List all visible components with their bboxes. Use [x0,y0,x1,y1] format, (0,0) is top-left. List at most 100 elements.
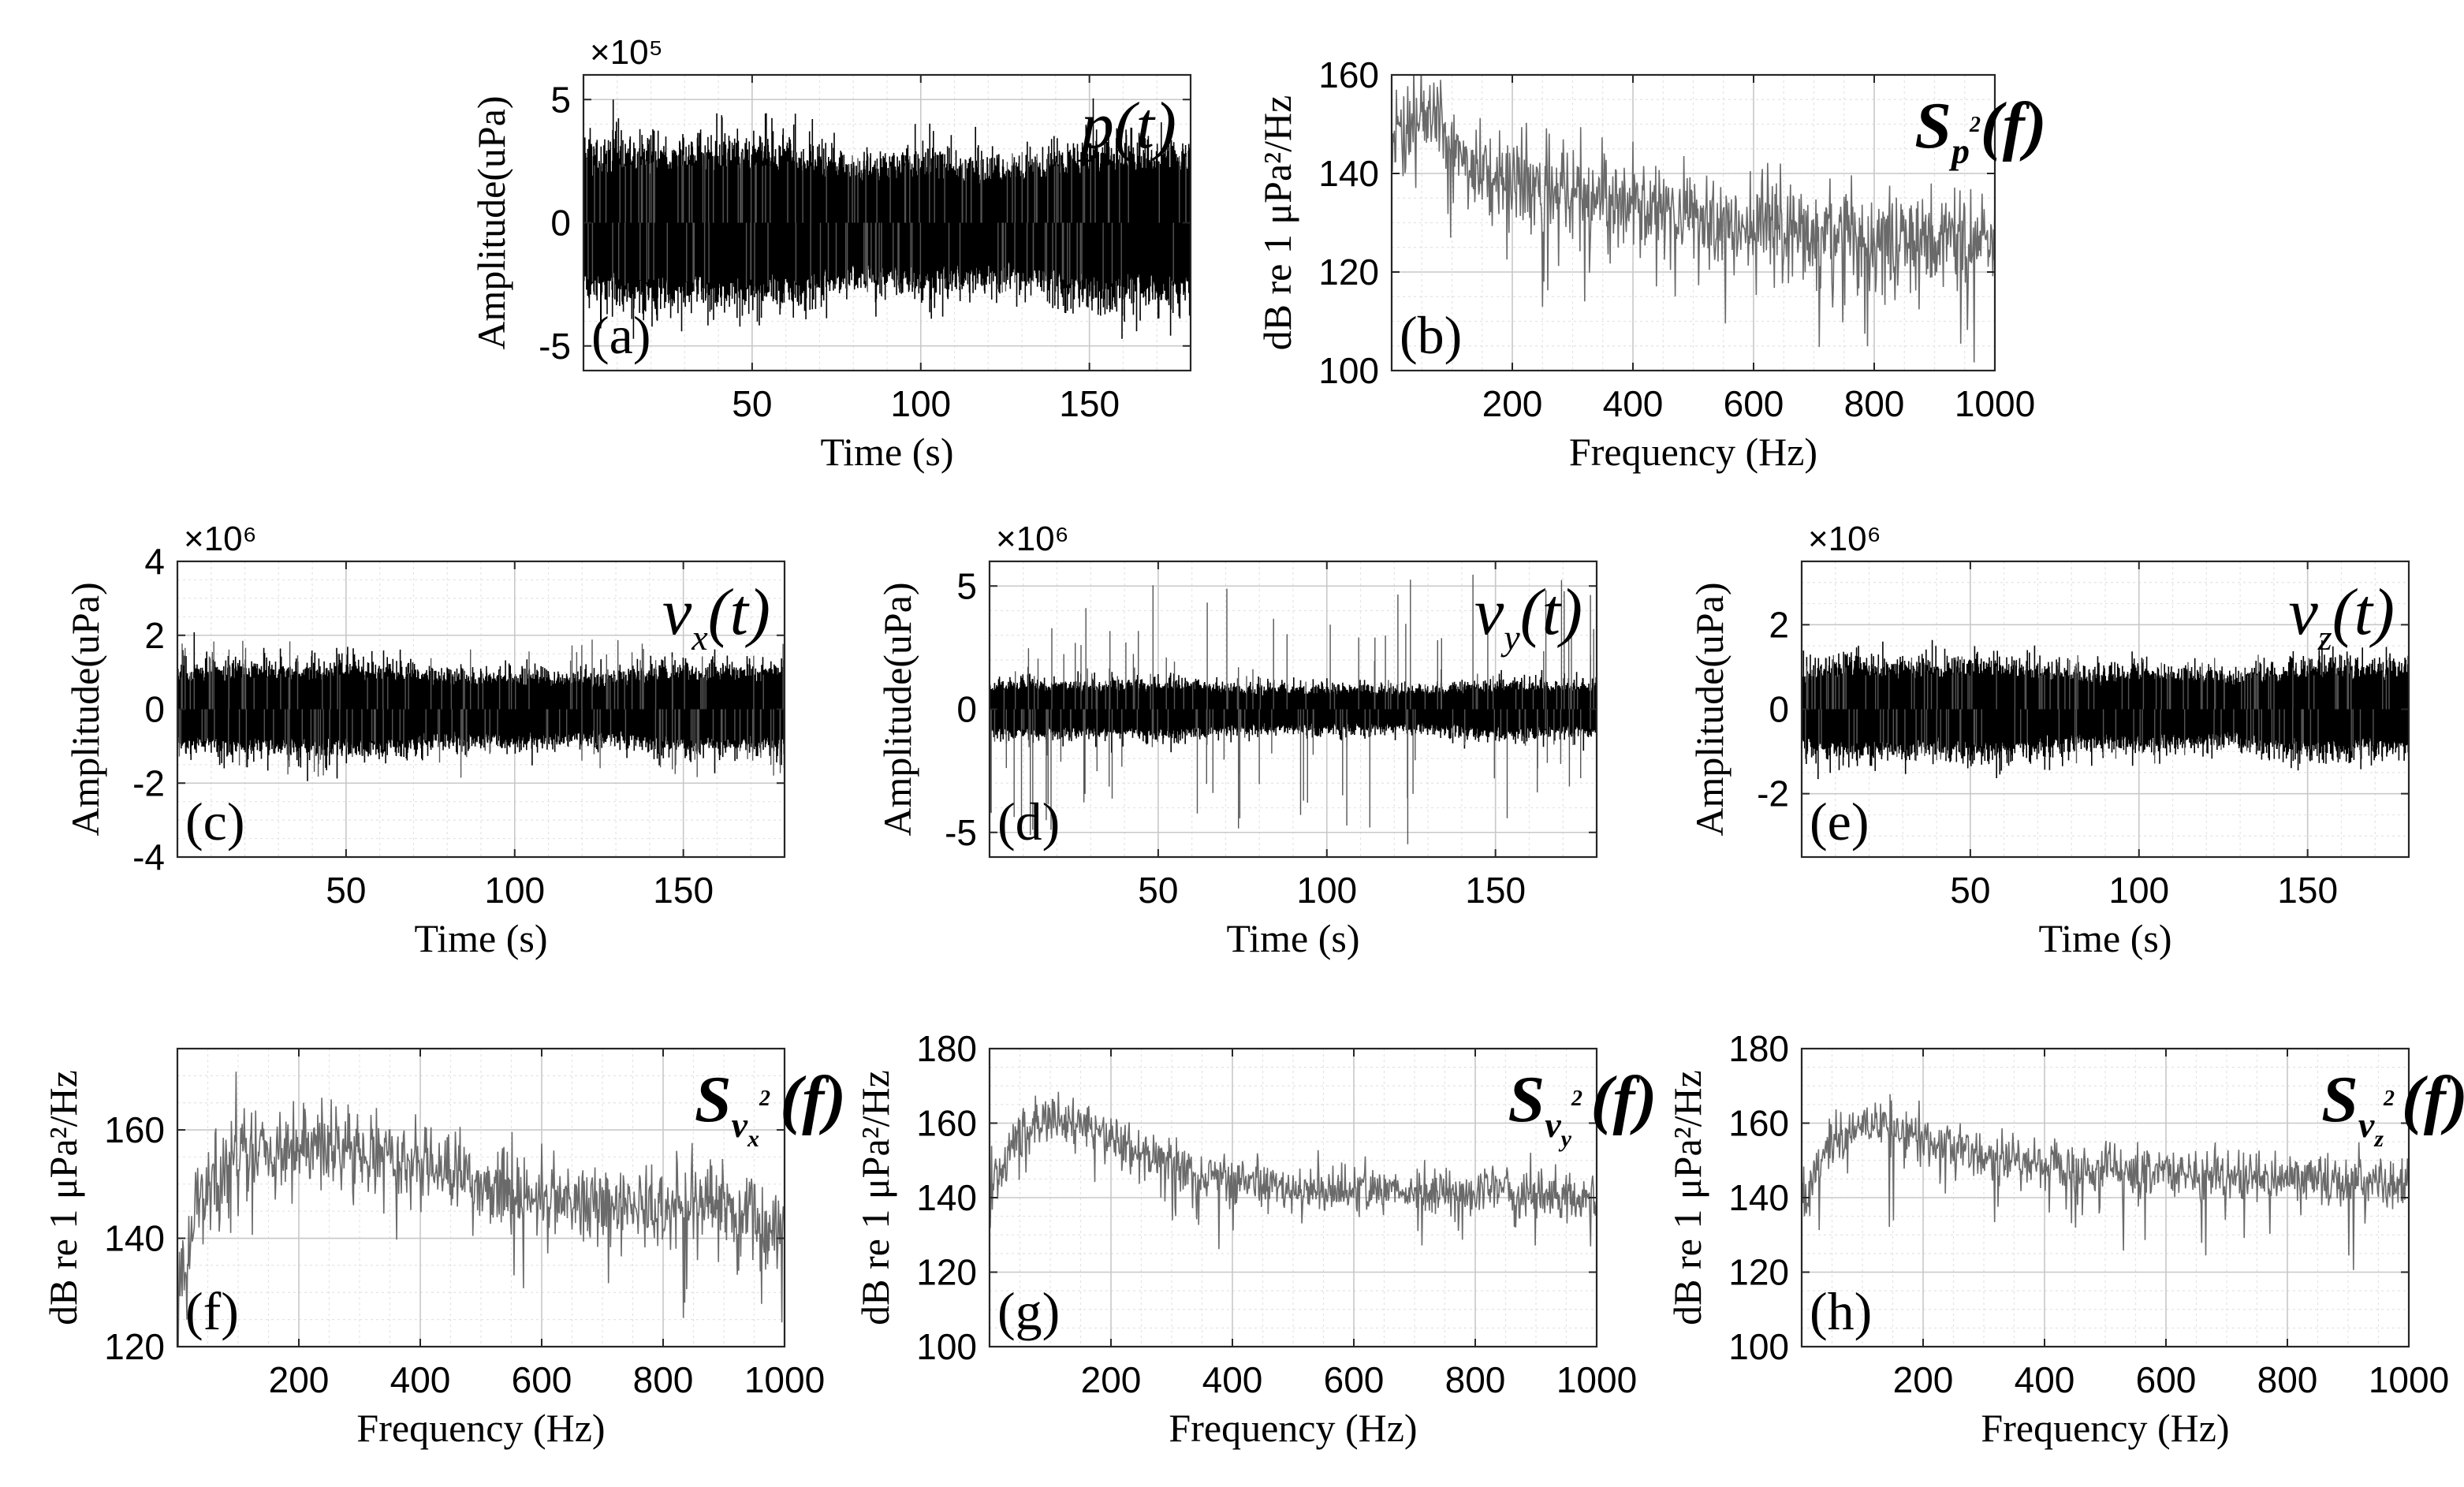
panel-f: 200 400 600 800 1000 120 140 160 Frequency (Hz) d… [41,1047,846,1450]
x-tick-label: 50 [326,870,366,911]
x-tick-label: 100 [484,870,545,911]
y-tick-label: 160 [1728,1103,1789,1144]
x-tick-label: 800 [1844,383,1905,424]
y-axis-label: dB re 1 μPa²/Hz [41,1070,85,1325]
y-tick-label: 120 [1318,252,1379,293]
x-tick-label: 200 [1081,1359,1142,1400]
y-tick-label: 140 [104,1218,165,1259]
y-tick-label: 160 [1318,54,1379,95]
y-axis-label: dB re 1 μPa²/Hz [1665,1070,1709,1325]
x-tick-label: 200 [269,1359,330,1400]
panel-title: vz(t) [2289,576,2395,658]
x-tick-label: 150 [1059,383,1120,424]
y-exponent: ×10⁶ [184,520,257,558]
y-tick-label: -5 [945,812,977,853]
y-tick-label: 100 [916,1326,977,1367]
y-tick-label: 2 [144,615,165,656]
y-exponent: ×10⁶ [1808,520,1881,558]
y-tick-label: 5 [956,565,977,606]
y-axis-label: Amplitude(uPa) [469,95,513,349]
y-tick-label: 160 [104,1109,165,1150]
x-tick-label: 400 [2015,1359,2075,1400]
y-tick-label: 180 [1728,1028,1789,1069]
axes-frame-f [176,1047,786,1348]
panel-g: 200 400 600 800 1000 100 120 140 160 180 Frequency… [853,1028,1657,1450]
axes-frame-b [1390,73,1996,372]
signal-spikes-d [990,574,1594,844]
panel-title: Svz2 (f) [2321,1063,2464,1152]
x-axis-label: Frequency (Hz) [1981,1406,2229,1450]
series-group-b [1392,75,1995,363]
signal-core-e [1802,690,2409,729]
spectrum-line-f [177,1071,785,1347]
y-tick-label: 100 [1728,1326,1789,1367]
x-tick-label: 600 [512,1359,572,1400]
x-tick-label: 1000 [2369,1359,2449,1400]
spectrum-line-h [1802,1094,2409,1270]
panel-label: (h) [1810,1281,1872,1341]
series-group-g [990,1091,1597,1250]
panel-title: vx(t) [662,576,770,658]
x-axis-label: Time (s) [2038,916,2171,960]
y-tick-label: 140 [1318,153,1379,194]
x-axis-label: Frequency (Hz) [356,1406,605,1450]
signal-spikes-e [1805,654,2390,764]
series-group-a [583,98,1191,339]
y-tick-label: 120 [916,1252,977,1293]
panel-d: 50 100 150 -5 0 5 ×10⁶ Time (s) Amplitude(uPa) (d… [875,520,1598,960]
x-tick-label: 100 [1296,870,1357,911]
x-tick-label: 150 [1465,870,1526,911]
y-tick-label: 5 [550,79,571,120]
x-tick-label: 600 [1324,1359,1385,1400]
x-tick-label: 50 [1138,870,1178,911]
y-tick-label: 2 [1769,604,1789,645]
y-tick-label: 100 [1318,350,1379,391]
x-tick-label: 150 [2277,870,2338,911]
signal-spikes-a [586,151,1187,293]
y-tick-label: 0 [956,689,977,730]
panel-e: 50 100 150 -2 0 2 ×10⁶ Time (s) Amplitude(uPa) (e… [1687,520,2410,960]
x-tick-label: 800 [633,1359,694,1400]
panel-label: (b) [1400,305,1462,365]
x-axis-label: Time (s) [820,430,953,474]
panel-label: (d) [997,792,1060,852]
y-axis-label: Amplitude(uPa) [63,582,107,836]
x-tick-label: 200 [1893,1359,1954,1400]
panel-c: 50 100 150 -4 -2 0 2 4 ×10⁶ Time (s) Amplitude(uPa… [63,520,786,960]
x-tick-label: 1000 [1955,383,2035,424]
x-tick-label: 400 [1603,383,1664,424]
x-tick-label: 50 [1950,870,1990,911]
signal-core-d [990,698,1597,721]
y-tick-label: 180 [916,1028,977,1069]
panel-label: (c) [185,792,244,852]
x-tick-label: 800 [1445,1359,1506,1400]
spectrum-line-b [1392,75,1995,363]
x-tick-label: 100 [2108,870,2169,911]
signal-spikes-c [178,639,785,778]
x-tick-label: 1000 [1556,1359,1637,1400]
y-tick-label: -2 [1757,773,1789,814]
y-tick-label: 120 [1728,1252,1789,1293]
series-group-f [177,1071,785,1347]
y-axis-label: Amplitude(uPa) [875,582,919,836]
y-axis-label: dB re 1 μPa²/Hz [1255,95,1299,351]
x-tick-label: 600 [1724,383,1784,424]
y-tick-label: 160 [916,1103,977,1144]
x-tick-label: 400 [390,1359,451,1400]
series-group-c [177,632,785,781]
panel-title: Sp2(f) [1914,89,2046,171]
panel-label: (e) [1810,792,1869,852]
y-tick-label: -2 [132,762,165,803]
panel-h: 200 400 600 800 1000 100 120 140 160 180 Frequency… [1665,1028,2464,1450]
x-tick-label: 50 [732,383,772,424]
y-axis-label: dB re 1 μPa²/Hz [853,1070,897,1325]
y-tick-label: -4 [132,837,165,878]
y-tick-label: 120 [104,1326,165,1367]
x-axis-label: Frequency (Hz) [1169,1406,1417,1450]
y-tick-label: 140 [1728,1177,1789,1218]
x-tick-label: 150 [653,870,714,911]
panel-label: (a) [591,305,650,365]
x-axis-label: Frequency (Hz) [1569,430,1817,474]
y-exponent: ×10⁶ [996,520,1069,558]
